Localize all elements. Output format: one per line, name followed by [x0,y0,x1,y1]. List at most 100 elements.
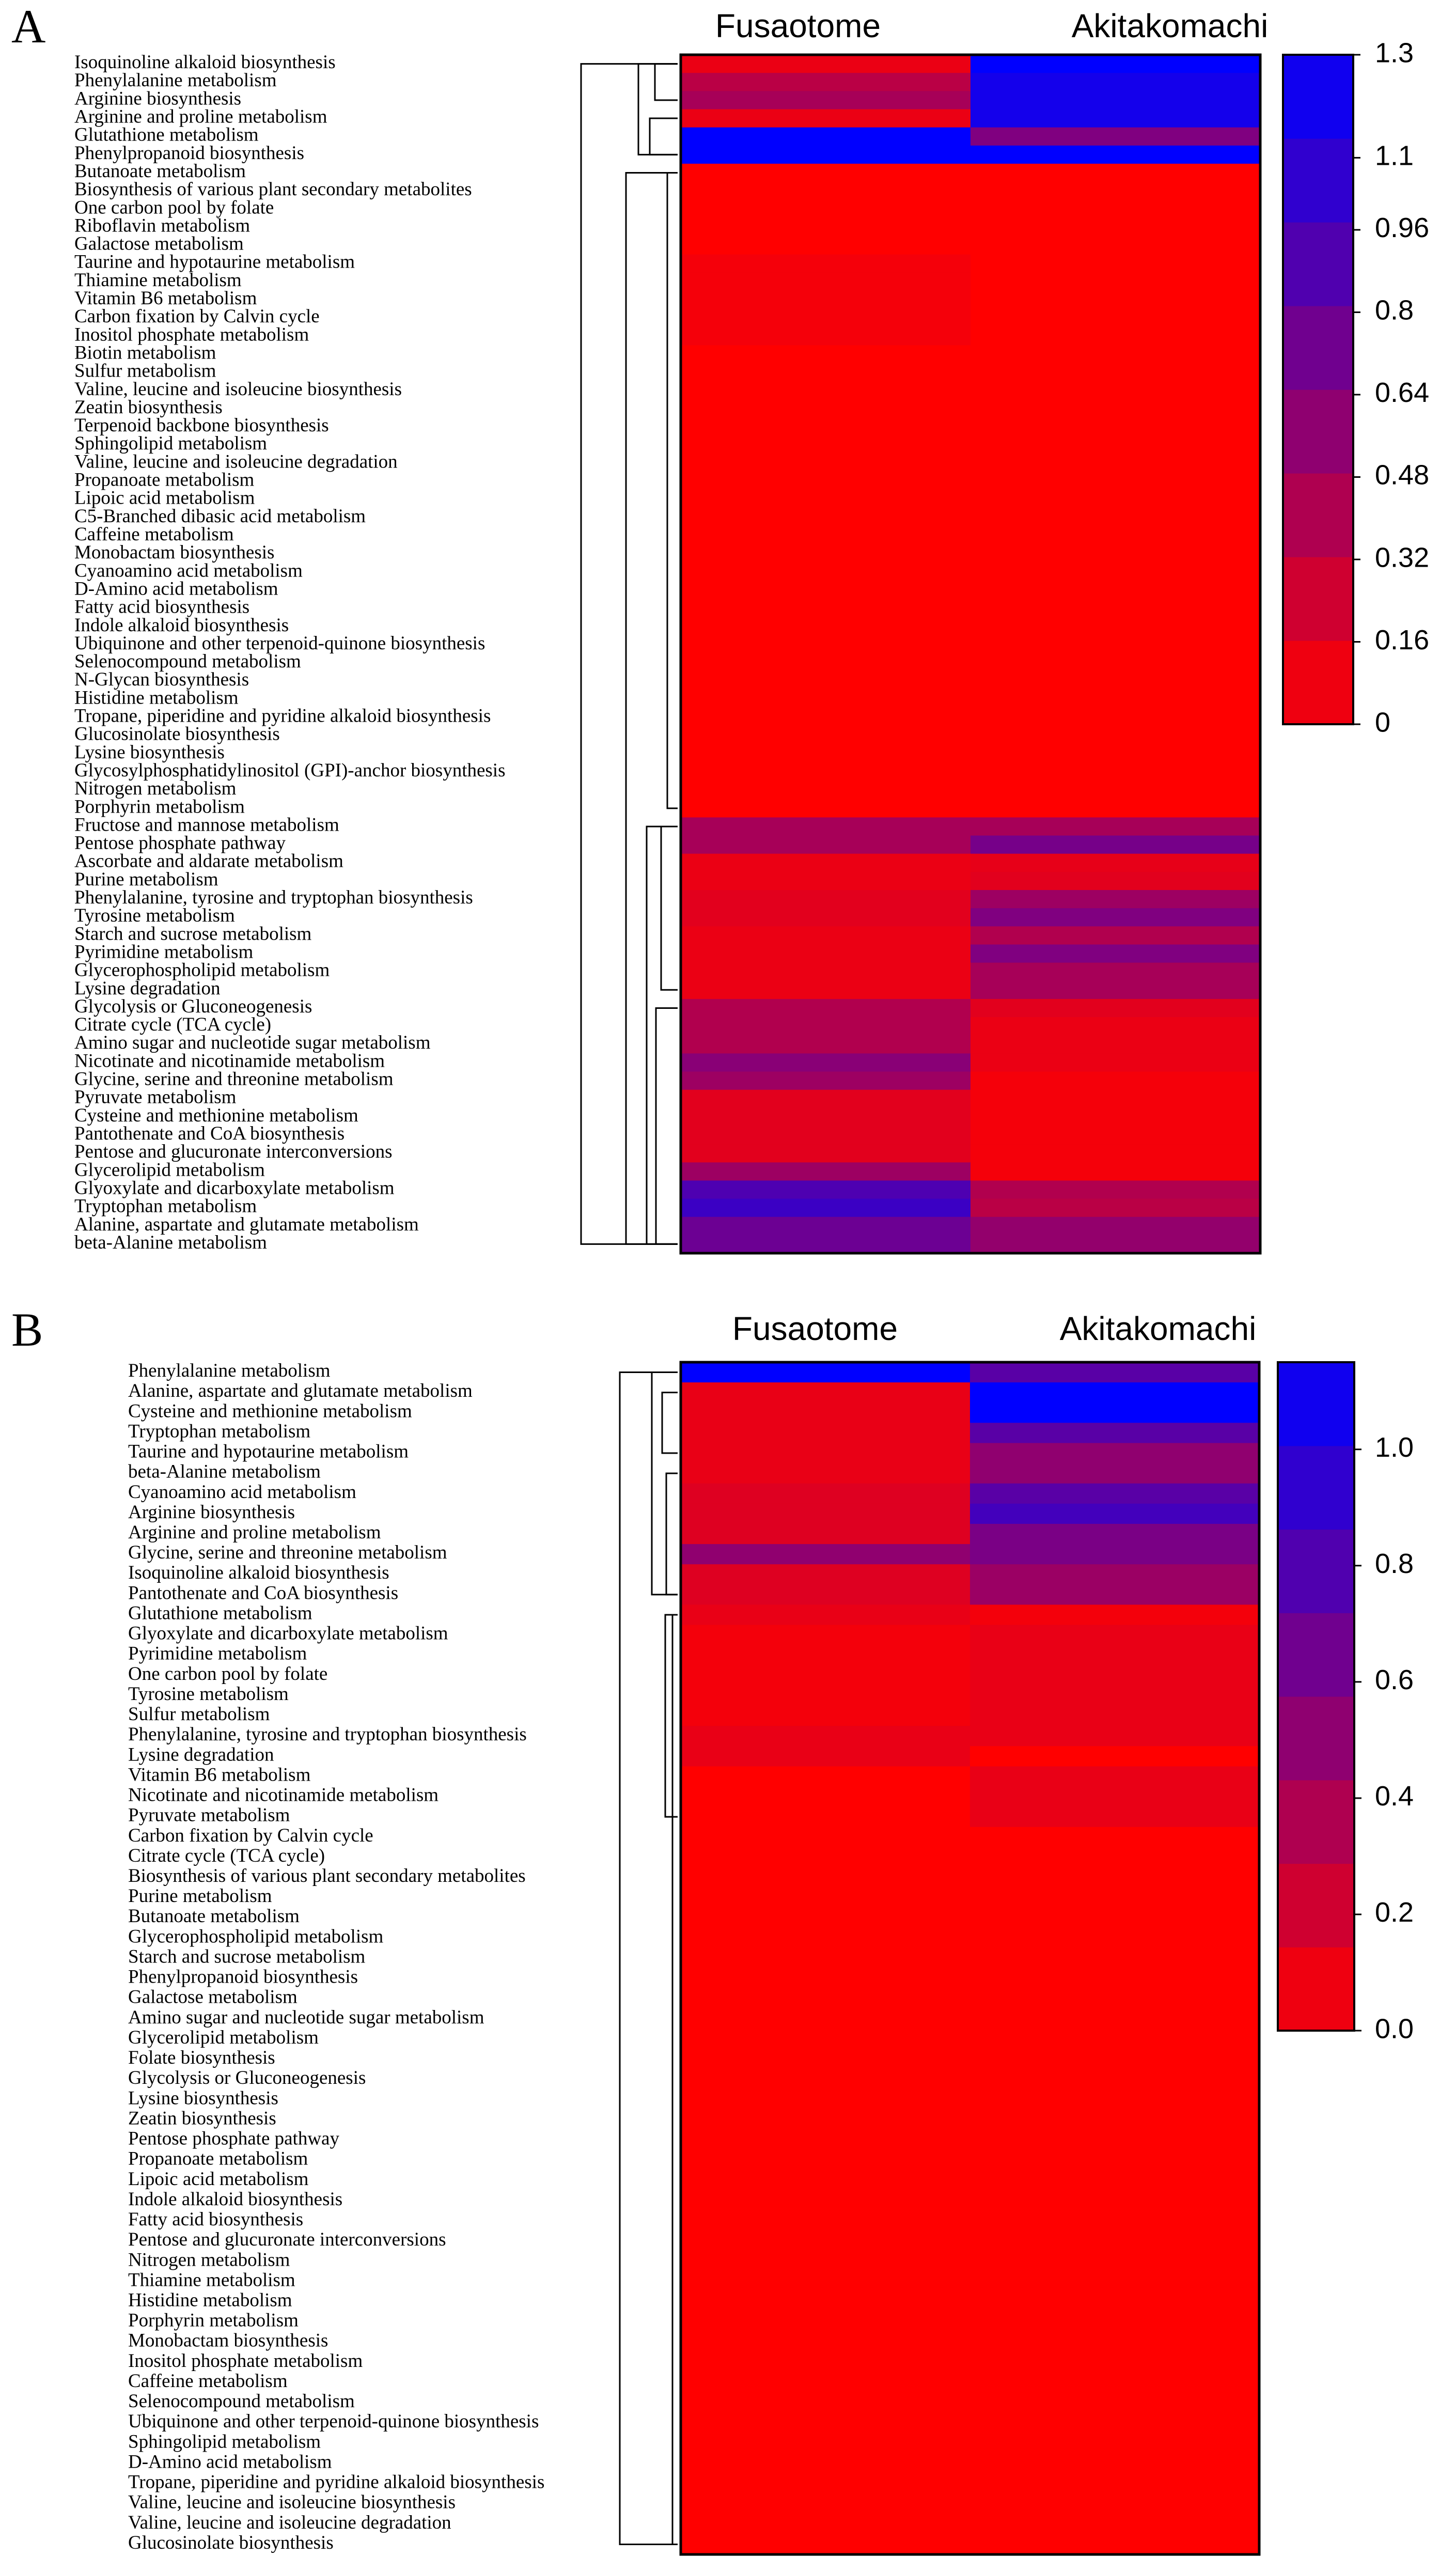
colorbar-segment [1283,473,1353,557]
heatmap-cell [681,472,971,491]
row-label: Selenocompound metabolism [128,2391,355,2412]
row-label: Biosynthesis of various plant secondary … [74,179,472,200]
heatmap-cell [681,2514,970,2535]
heatmap-cell [970,2069,1260,2090]
heatmap-cell [970,1968,1260,1989]
row-label: Vitamin B6 metabolism [128,1764,311,1785]
heatmap-cell [970,345,1261,364]
heatmap-cell [970,726,1261,745]
colorbar-segment [1283,641,1353,725]
row-label: Lysine biosynthesis [128,2087,278,2109]
heatmap-cell [970,1625,1260,1646]
heatmap-cell [681,1423,970,1444]
colorbar-tick-label: 0.32 [1375,542,1429,573]
row-label: Glyoxylate and dicarboxylate metabolism [128,1623,448,1644]
heatmap-cell [970,926,1261,945]
row-label: C5-Branched dibasic acid metabolism [74,506,366,527]
heatmap-cell [681,1827,970,1848]
heatmap-cell [970,2029,1260,2050]
row-label: Porphyrin metabolism [74,796,245,817]
heatmap-cell [970,1443,1260,1464]
heatmap-cell [970,890,1261,909]
row-label: Lipoic acid metabolism [128,2169,309,2190]
row-label: Inositol phosphate metabolism [74,324,309,345]
row-label: Zeatin biosynthesis [128,2108,276,2129]
row-label: beta-Alanine metabolism [128,1461,321,1483]
row-label: Glycine, serine and threonine metabolism [128,1542,447,1563]
column-label: Akitakomachi [1060,1310,1257,1347]
row-label: Caffeine metabolism [74,524,234,545]
row-label: Valine, leucine and isoleucine biosynthe… [128,2492,456,2513]
heatmap-cell [681,526,971,545]
heatmap-cell [970,1564,1260,1585]
heatmap-cell [970,236,1261,255]
heatmap-cell [681,890,971,909]
heatmap-cell [970,399,1261,418]
row-label: Folate biosynthesis [128,2047,275,2068]
row-label: Cysteine and methionine metabolism [74,1105,358,1126]
heatmap-cell [681,309,971,328]
heatmap-cell [681,2049,970,2070]
heatmap-cell [681,1766,970,1787]
heatmap-cell [681,1235,971,1254]
row-label: Zeatin biosynthesis [74,397,223,418]
heatmap-cell [681,1786,970,1807]
heatmap-cell [681,1443,970,1464]
heatmap-cell [970,272,1261,291]
colorbar-tick-label: 0.96 [1375,212,1429,243]
row-label: Caffeine metabolism [128,2371,288,2392]
colorbar-tick-label: 1.0 [1375,1432,1414,1463]
row-label: Fructose and mannose metabolism [74,814,339,835]
dendrogram-branch [580,63,678,1245]
heatmap-cell [681,2493,970,2515]
row-label: Lysine biosynthesis [74,742,225,763]
heatmap-cell [681,418,971,437]
heatmap-cell [970,635,1261,654]
heatmap-cell [970,490,1261,509]
heatmap-cell [681,1888,970,1908]
row-label: One carbon pool by folate [128,1663,327,1685]
heatmap-cell [681,2372,970,2393]
heatmap-cell [681,1726,970,1747]
heatmap-cell [970,1908,1260,1928]
row-label: Phenylpropanoid biosynthesis [128,1967,358,1988]
heatmap-cell [681,163,971,182]
heatmap-cell [681,672,971,691]
heatmap-cell [681,2190,970,2211]
heatmap-cell [681,2352,970,2373]
row-label: Butanoate metabolism [128,1906,300,1927]
row-label: Pantothenate and CoA biosynthesis [74,1123,345,1144]
heatmap-cell [681,744,971,763]
colorbar-border [1277,1361,1355,2032]
row-label: Pyrimidine metabolism [74,941,254,962]
heatmap-cell [970,545,1261,564]
row-label: Sphingolipid metabolism [128,2431,321,2452]
heatmap-cell [970,1604,1260,1626]
heatmap-cell [970,1544,1260,1565]
heatmap-border [679,53,1262,1255]
heatmap-cell [970,1827,1260,1848]
heatmap-cell [681,2029,970,2050]
row-label: Ubiquinone and other terpenoid-quinone b… [128,2411,539,2432]
heatmap-cell [970,472,1261,491]
heatmap-cell [681,109,971,128]
heatmap-cell [681,399,971,418]
row-label: Valine, leucine and isoleucine degradati… [128,2512,451,2533]
heatmap-cell [970,853,1261,872]
row-label: Nitrogen metabolism [128,2249,290,2270]
heatmap-cell [681,1968,970,1989]
heatmap-cell [970,581,1261,600]
row-label: Monobactam biosynthesis [128,2330,328,2351]
heatmap-cell [970,744,1261,763]
row-label: Inositol phosphate metabolism [128,2350,363,2372]
heatmap-cell [681,635,971,654]
dendrogram-branch [665,1472,678,1596]
row-label: Tropane, piperidine and pyridine alkaloi… [74,706,491,727]
heatmap-cell [970,1706,1260,1726]
heatmap-cell [970,290,1261,309]
heatmap-cell [681,908,971,927]
heatmap-cell [970,944,1261,963]
heatmap-cell [681,999,971,1018]
heatmap-cell [970,55,1261,73]
heatmap-cell [970,327,1261,346]
